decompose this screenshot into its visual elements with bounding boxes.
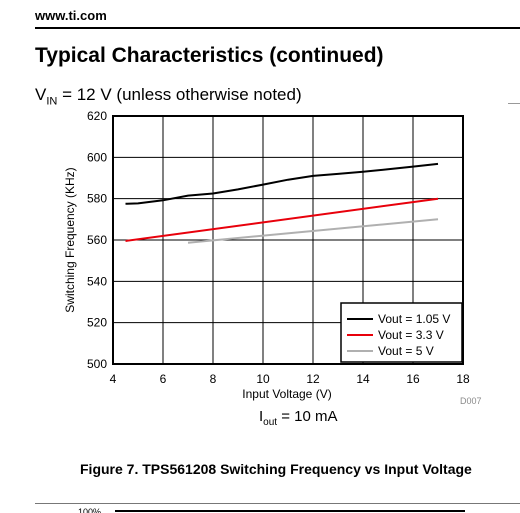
condition-symbol: V: [35, 85, 47, 104]
header-rule: [35, 27, 520, 29]
legend-label: Vout = 5 V: [378, 344, 434, 358]
site-header[interactable]: www.ti.com: [35, 8, 107, 23]
x-tick-label: 8: [210, 372, 217, 386]
series-line-3: [187, 218, 439, 244]
x-tick-label: 4: [110, 372, 117, 386]
x-tick-label: 12: [306, 372, 320, 386]
x-tick-label: 16: [406, 372, 420, 386]
bottom-rule: [35, 503, 520, 504]
y-tick-label: 560: [87, 233, 107, 247]
test-condition: VIN = 12 V (unless otherwise noted): [35, 85, 302, 107]
y-tick-label: 500: [87, 357, 107, 371]
x-tick-label: 18: [456, 372, 470, 386]
test-condition-annotation: Iout = 10 mA: [259, 408, 338, 428]
switching-frequency-chart: 4 6 8 10 12 14 16 18 500 520 540 560 580 600 620 Input …: [63, 109, 482, 428]
series-line-1: [125, 162, 439, 205]
next-figure-axis: [115, 510, 465, 512]
next-figure-axis-label: 100%: [78, 507, 102, 513]
legend-box: [340, 302, 463, 363]
figure-id: D007: [460, 396, 482, 406]
y-axis-label: Switching Frequency (KHz): [63, 167, 77, 312]
plot-frame: [112, 115, 464, 365]
condition-subscript: IN: [46, 95, 58, 108]
y-tick-label: 540: [87, 274, 107, 288]
figure-caption: Figure 7. TPS561208 Switching Frequency …: [80, 461, 472, 477]
x-tick-label: 10: [256, 372, 270, 386]
legend-label: Vout = 1.05 V: [378, 312, 450, 326]
y-tick-label: 600: [87, 150, 107, 164]
x-axis-label: Input Voltage (V): [242, 387, 331, 401]
x-tick-label: 6: [160, 372, 167, 386]
y-tick-label: 620: [87, 109, 107, 123]
section-title: Typical Characteristics (continued): [35, 44, 384, 67]
legend-label: Vout = 3.3 V: [378, 328, 444, 342]
condition-text: = 12 V (unless otherwise noted): [57, 85, 302, 104]
column-rule: [508, 103, 520, 104]
y-tick-label: 580: [87, 192, 107, 206]
y-tick-label: 520: [87, 316, 107, 330]
x-tick-label: 14: [356, 372, 370, 386]
series-line-2: [125, 197, 439, 242]
